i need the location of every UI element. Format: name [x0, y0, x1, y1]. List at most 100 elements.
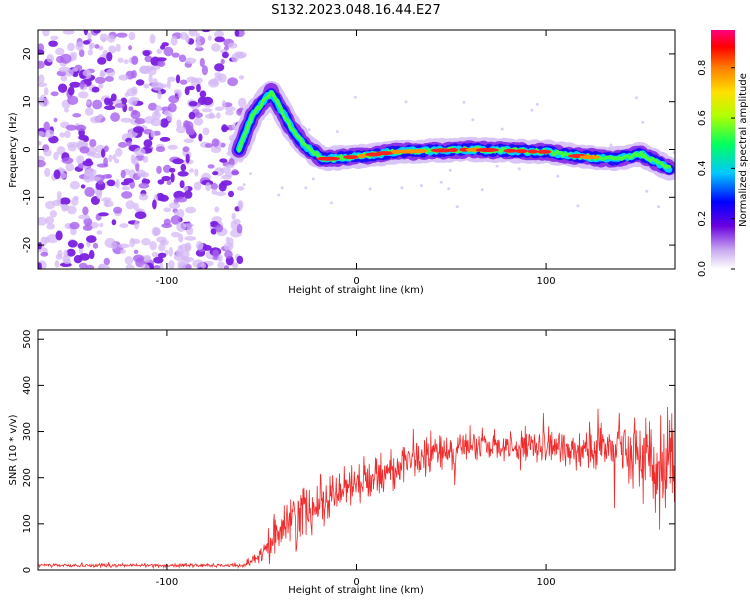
noise-blob	[218, 73, 227, 83]
noise-blob	[55, 230, 63, 241]
noise-blob	[188, 101, 198, 107]
noise-blob	[202, 244, 212, 251]
noise-blob	[178, 250, 190, 259]
noise-blob	[138, 193, 149, 201]
noise-blob	[166, 180, 172, 186]
noise-blob	[38, 60, 45, 69]
noise-blob	[91, 86, 100, 93]
noise-blob	[96, 230, 103, 235]
noise-speck	[329, 201, 333, 205]
noise-blob	[97, 179, 104, 185]
noise-blob	[135, 79, 145, 86]
noise-speck	[420, 184, 423, 188]
noise-blob	[159, 136, 171, 142]
noise-blob	[128, 45, 133, 51]
noise-blob	[142, 50, 151, 57]
noise-blob	[38, 131, 45, 137]
noise-blob	[78, 49, 85, 58]
noise-speck	[657, 205, 661, 209]
colorbar-tick-label: 0.2	[697, 211, 708, 227]
noise-blob	[98, 45, 104, 51]
noise-blob	[82, 160, 94, 167]
track-peak	[357, 154, 367, 158]
noise-blob	[80, 184, 86, 189]
noise-blob	[171, 52, 180, 58]
noise-blob	[82, 69, 92, 77]
noise-blob	[224, 250, 233, 259]
snr-series	[38, 406, 675, 570]
noise-speck	[439, 180, 443, 184]
noise-blob	[157, 90, 162, 100]
noise-blob	[144, 116, 156, 124]
noise-blob	[55, 47, 65, 56]
y-axis-label-bottom: SNR (10 * v/v)	[8, 414, 19, 485]
track-peak	[430, 148, 453, 153]
noise-blob	[188, 111, 196, 120]
noise-blob	[42, 30, 50, 37]
noise-blob	[128, 31, 136, 41]
noise-blob	[221, 99, 226, 109]
noise-blob	[57, 249, 63, 258]
x-axis-ticks-top: -100 0 100	[156, 30, 556, 287]
noise-blob	[98, 83, 104, 89]
noise-blob	[111, 219, 117, 226]
noise-blob	[132, 109, 138, 116]
noise-blob	[106, 179, 116, 187]
y-tick-label: 0	[22, 567, 33, 573]
noise-blob	[45, 216, 55, 225]
noise-blob	[84, 187, 95, 197]
colorbar: 0.0 0.2 0.4 0.6 0.8 Normalized spectral ampl…	[697, 30, 749, 277]
noise-blob	[97, 113, 104, 120]
noise-blob	[186, 128, 196, 136]
noise-blob	[170, 231, 181, 238]
noise-blob	[183, 190, 193, 199]
noise-blob	[120, 169, 126, 179]
noise-blob	[149, 34, 156, 44]
noise-speck	[447, 187, 451, 191]
noise-blob	[217, 261, 225, 269]
noise-blob	[65, 124, 77, 131]
noise-blob	[119, 223, 129, 229]
noise-blob	[168, 260, 175, 269]
noise-blob	[53, 169, 61, 180]
noise-blob	[53, 117, 58, 123]
noise-blob	[219, 158, 228, 163]
noise-blob	[88, 249, 95, 260]
track-peak	[475, 148, 500, 152]
noise-blob	[104, 75, 114, 82]
noise-speck	[307, 128, 311, 132]
noise-blob	[185, 206, 197, 214]
noise-blob	[184, 86, 190, 96]
noise-blob	[86, 235, 97, 243]
noise-blob	[221, 51, 229, 59]
noise-blob	[96, 189, 103, 200]
noise-blob	[193, 181, 202, 191]
noise-blob	[180, 163, 187, 172]
noise-blob	[156, 48, 162, 55]
x-tick-label: 100	[537, 276, 556, 287]
noise-blob	[92, 242, 99, 249]
noise-blob	[106, 174, 112, 179]
noise-blob	[72, 71, 79, 78]
y-tick-label: 300	[22, 422, 33, 441]
noise-blob	[214, 106, 224, 111]
y-tick-label: 10	[22, 95, 33, 108]
noise-blob	[238, 201, 243, 212]
x-tick-label: 100	[537, 577, 556, 588]
noise-blob	[134, 211, 147, 219]
noise-blob	[83, 30, 89, 36]
noise-blob	[170, 172, 175, 183]
noise-blob	[50, 91, 59, 97]
noise-blob	[148, 102, 158, 111]
noise-blob	[90, 116, 102, 124]
noise-speck	[576, 204, 580, 208]
noise-blob	[99, 222, 104, 228]
noise-blob	[108, 45, 117, 54]
noise-blob	[167, 76, 176, 82]
noise-blob	[76, 155, 85, 165]
noise-speck	[500, 127, 504, 131]
noise-blob	[50, 35, 59, 41]
noise-blob	[157, 252, 167, 258]
noise-blob	[58, 83, 68, 93]
noise-blob	[170, 215, 181, 225]
